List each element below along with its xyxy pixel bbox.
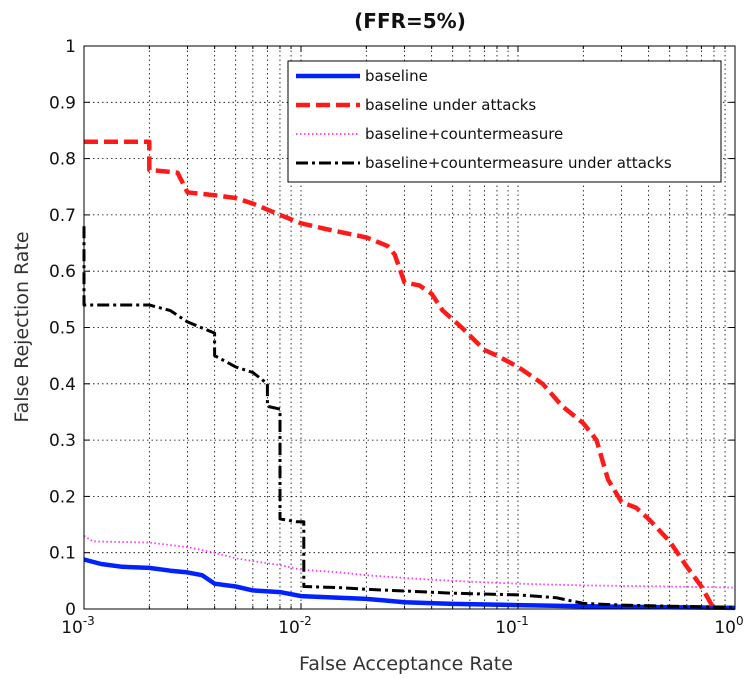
legend-label-3: baseline+countermeasure under attacks (365, 154, 672, 172)
series-line-3 (82, 226, 736, 609)
series-layer (82, 139, 736, 611)
y-tick-label: 1 (65, 37, 76, 57)
x-tick-exponent: -3 (83, 614, 95, 628)
legend: baseline baseline under attacks baseline+c… (287, 60, 722, 183)
y-tick-label: 0.2 (49, 487, 76, 507)
legend-label-0: baseline (365, 67, 428, 85)
chart-title: (FFR=5%) (354, 9, 466, 33)
x-tick-exponent: -1 (517, 614, 529, 628)
x-tick-label: 10-3 (61, 614, 95, 638)
x-axis-label: False Acceptance Rate (299, 653, 513, 675)
series-line-1 (84, 139, 716, 611)
y-tick-label: 0.3 (49, 431, 76, 451)
x-tick-exponent: 0 (736, 614, 744, 628)
x-tick-label: 100 (714, 614, 743, 638)
y-tick-label: 0 (65, 600, 76, 620)
y-tick-label: 0.5 (49, 319, 76, 339)
y-tick-label: 0.1 (49, 544, 76, 564)
y-tick-label: 0.6 (49, 262, 76, 282)
legend-label-1: baseline under attacks (365, 96, 536, 114)
series-line-2 (83, 535, 736, 589)
y-tick-label: 0.8 (49, 150, 76, 170)
x-tick-label: 10-1 (495, 614, 529, 638)
x-tick-label: 10-2 (278, 614, 312, 638)
legend-label-2: baseline+countermeasure (365, 125, 563, 143)
x-tick-exponent: -2 (300, 614, 312, 628)
y-axis-label: False Rejection Rate (11, 231, 33, 422)
series-line-0 (83, 557, 736, 611)
legend-box (287, 60, 722, 183)
y-tick-label: 0.4 (49, 375, 76, 395)
y-tick-label: 0.9 (49, 93, 76, 113)
ticks: 0 0.1 0.2 0.3 0.4 0.5 0.6 0.7 0.8 0.9 1 10-3 10-2 10-… (49, 37, 744, 638)
y-tick-label: 0.7 (49, 206, 76, 226)
